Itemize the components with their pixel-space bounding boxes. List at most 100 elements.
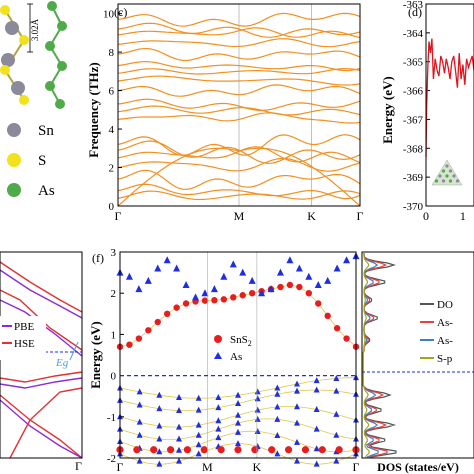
as-point [235,440,241,447]
as-point [274,390,281,397]
as-point [195,421,202,428]
as-point [176,457,182,464]
as-point [235,419,241,426]
as-legend-marker [214,352,222,359]
as-point [274,403,281,410]
as-point [333,387,340,394]
as-point [136,431,143,438]
as-point [156,460,163,467]
inset-atom [448,169,453,173]
panel-e: PBE HSE Eg Γ [0,251,83,473]
as-point [163,256,171,264]
projected-markers [116,252,360,467]
as-point [195,450,202,457]
pbe-hse-bands [0,261,83,459]
sn-legend-marker [7,123,21,137]
as-legend-label: As [230,351,242,363]
sns2-point [200,446,208,454]
sns2-point [324,312,331,320]
as-point [294,438,300,445]
panel-f-frame [119,251,357,459]
sns2-point [182,300,190,307]
panel-c: (c) Frequency (THz) 0 2 4 6 8 10 Γ M K Γ [86,3,364,223]
s-atom [0,65,10,75]
as-point [254,428,261,435]
f-xtick-label: M [202,460,213,474]
as-point [125,272,133,280]
as-point [333,431,340,438]
sns2-point [296,283,303,291]
d-ytick-label: -366 [403,86,424,98]
inset-atom [441,169,446,173]
sns2-point [286,281,294,289]
sns2-point [268,446,276,454]
panel-f-tag: (f) [92,251,104,265]
as-point [324,276,332,284]
panel-e-gamma-tick: Γ [75,459,82,473]
as-point [156,405,163,412]
sns2-point [230,294,237,301]
sns2-legend-marker [214,335,222,343]
hse-legend-label: HSE [14,338,35,350]
inset-structure [431,159,463,186]
panel-d: (d) Energy (eV) -370 -369 -368 -367 -366 -365… [380,0,474,223]
panel-e-frame [0,251,83,459]
inset-atom [445,174,449,178]
c-ytick-label: 8 [109,47,115,59]
s-atom [0,5,10,15]
f-xtick-label: Γ [117,460,124,474]
band-curve [0,289,83,351]
sns2-point [201,297,209,304]
panel-f: (f) Energy (eV) -2 -1 0 1 2 3 Γ M K Γ SnS2 As [88,247,360,474]
as-atom [45,41,55,51]
c-ytick-label: 4 [109,124,115,136]
sns2-point [315,300,322,307]
dos-xlabel: DOS (states/eV) [377,460,459,474]
band-curve [0,261,83,313]
panel-d-tag: (d) [408,5,422,19]
c-ytick-label: 6 [109,86,115,98]
f-xtick-label: Γ [353,460,360,474]
as-point [254,406,261,413]
inset-atom [441,179,446,183]
sn-legend-label: Sn [38,123,54,139]
band-curve [0,377,83,389]
c-xtick-label: M [234,209,245,223]
sns2-point [318,446,326,454]
as-point [313,460,320,467]
f-ytick-label: -1 [107,412,116,424]
panel-d-frame [425,3,474,207]
sns2-point [335,446,343,454]
d-ytick-label: -367 [403,114,424,126]
as-point [182,280,190,288]
as-point [215,393,222,400]
f-ytick-label: -2 [107,453,116,465]
as-point [156,391,163,398]
sns2-point [251,446,259,454]
c-ytick-label: 2 [109,163,115,175]
sns2-point [164,310,171,317]
as-point [215,417,222,424]
as-point [220,272,228,280]
as-point [195,406,202,413]
panel-f-legend: SnS2 As [214,334,252,363]
as-point [294,387,300,394]
c-xtick-label: Γ [115,209,122,223]
as-point [136,401,143,408]
inset-atom [448,179,453,183]
as-point [215,425,222,432]
as-point [201,289,209,297]
sns2-point [284,446,293,454]
as-point [136,388,143,395]
as-point [154,264,162,272]
energy-trace [425,38,474,157]
as-point [156,422,163,429]
panel-dos-frame [361,251,474,459]
as-point [313,377,320,384]
atom-legend: Sn S As [7,123,55,199]
as-point [235,400,241,407]
band-curve [0,371,83,383]
as-point [254,388,261,395]
as-atom [57,61,67,71]
